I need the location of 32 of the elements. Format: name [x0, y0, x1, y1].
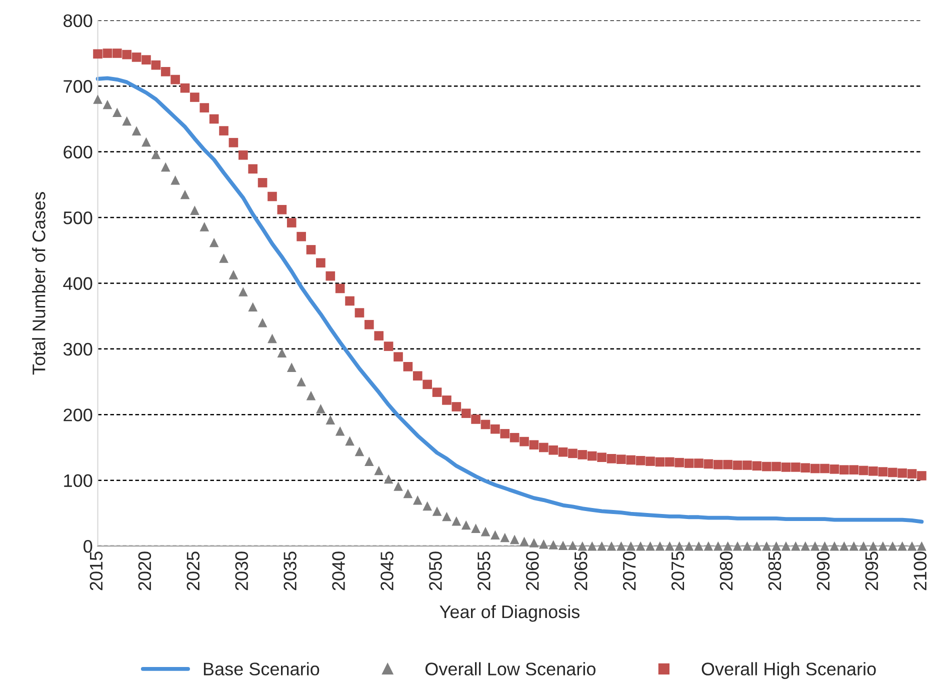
x-tick-label: 2020 [138, 552, 152, 590]
y-tick-label: 400 [63, 277, 92, 290]
y-tick-label: 800 [64, 14, 92, 28]
x-tick-label: 2075 [671, 552, 684, 590]
x-tick-label: 2095 [865, 552, 878, 590]
x-tick-label: 2040 [332, 552, 345, 590]
x-tick-label: 2085 [768, 552, 782, 590]
x-axis-title: Year of Diagnosis [440, 604, 580, 622]
y-tick-label: 300 [63, 342, 92, 356]
x-tick-label: 2035 [284, 552, 296, 590]
y-tick-label: 100 [64, 474, 92, 488]
x-tick-label: 2070 [622, 552, 636, 590]
legend-label: Overall Low Scenario [425, 662, 596, 676]
x-tick-label: 2100 [914, 552, 927, 590]
legend-label: Overall High Scenario [702, 662, 876, 679]
x-tick-label: 2015 [90, 552, 103, 590]
x-tick-label: 2090 [816, 552, 830, 590]
y-tick-label: 700 [64, 80, 92, 93]
x-tick-label: 2050 [429, 552, 442, 590]
y-tick-label: 600 [64, 146, 92, 159]
y-tick-label: 500 [63, 211, 92, 224]
x-tick-label: 2065 [574, 552, 588, 590]
x-tick-label: 2025 [186, 552, 200, 590]
x-tick-label: 2045 [380, 552, 394, 590]
x-tick-label: 2030 [235, 552, 248, 590]
y-tick-label: 200 [64, 408, 92, 422]
legend-label: Base Scenario [204, 662, 320, 676]
y-tick-label: 0 [84, 540, 92, 553]
x-tick-label: 2060 [526, 552, 539, 590]
x-tick-label: 2055 [478, 552, 490, 590]
x-tick-label: 2080 [720, 552, 733, 590]
y-axis-title: Total Number of Cases [32, 192, 46, 375]
